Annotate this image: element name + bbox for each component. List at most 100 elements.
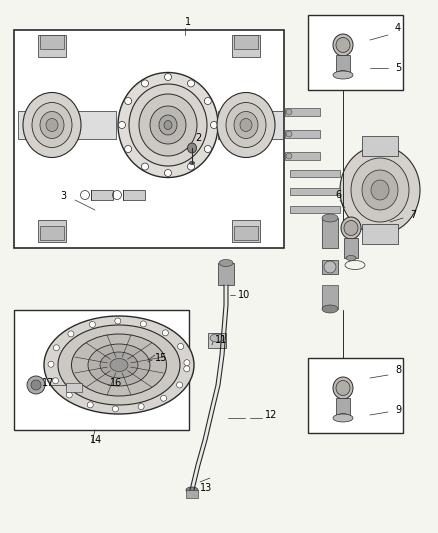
Circle shape	[119, 122, 126, 128]
Ellipse shape	[333, 414, 353, 422]
Bar	[218, 111, 283, 139]
Bar	[38, 220, 66, 242]
Circle shape	[177, 382, 183, 388]
Ellipse shape	[234, 111, 258, 139]
Bar	[290, 188, 340, 195]
Ellipse shape	[23, 93, 81, 157]
Circle shape	[68, 331, 74, 337]
Bar	[14, 310, 189, 430]
Ellipse shape	[333, 71, 353, 79]
Bar	[18, 111, 116, 139]
Ellipse shape	[129, 84, 207, 166]
Bar	[38, 35, 66, 57]
Circle shape	[205, 98, 212, 104]
Circle shape	[141, 80, 148, 87]
Circle shape	[161, 395, 166, 401]
Circle shape	[187, 163, 194, 170]
Circle shape	[286, 153, 292, 159]
Ellipse shape	[322, 305, 338, 313]
Text: 4: 4	[395, 23, 401, 33]
Bar	[344, 238, 358, 258]
Bar	[40, 226, 64, 240]
Ellipse shape	[340, 146, 420, 234]
Bar	[218, 263, 234, 285]
Circle shape	[53, 378, 59, 384]
Circle shape	[184, 366, 190, 372]
Circle shape	[31, 380, 41, 390]
Circle shape	[211, 122, 218, 128]
Text: 2: 2	[195, 133, 201, 143]
Text: 1: 1	[185, 17, 191, 27]
Ellipse shape	[46, 118, 58, 132]
Circle shape	[89, 321, 95, 327]
Bar	[234, 35, 258, 49]
Bar	[285, 130, 320, 138]
Text: 3: 3	[60, 191, 66, 201]
Circle shape	[205, 146, 212, 152]
Ellipse shape	[139, 94, 197, 156]
Circle shape	[53, 345, 60, 351]
Circle shape	[286, 109, 292, 115]
Circle shape	[187, 80, 194, 87]
Circle shape	[115, 318, 121, 324]
Text: 11: 11	[215, 335, 227, 345]
Bar	[232, 35, 260, 57]
Bar	[322, 285, 338, 309]
Bar	[285, 152, 320, 160]
Bar	[186, 490, 198, 498]
Ellipse shape	[324, 261, 336, 273]
Ellipse shape	[336, 37, 350, 52]
Circle shape	[113, 406, 118, 412]
Text: 17: 17	[42, 378, 54, 388]
Ellipse shape	[219, 260, 233, 266]
Bar	[322, 260, 338, 274]
Circle shape	[48, 361, 54, 367]
Ellipse shape	[164, 120, 172, 130]
Ellipse shape	[338, 70, 348, 76]
Bar	[290, 170, 340, 177]
Circle shape	[87, 402, 93, 408]
Circle shape	[125, 98, 132, 104]
Polygon shape	[190, 285, 228, 490]
Text: 8: 8	[395, 365, 401, 375]
Ellipse shape	[190, 161, 194, 165]
Ellipse shape	[187, 143, 197, 153]
Text: 10: 10	[238, 290, 250, 300]
Bar	[322, 218, 338, 248]
Bar	[308, 358, 403, 433]
Ellipse shape	[71, 334, 166, 396]
Circle shape	[141, 163, 148, 170]
Ellipse shape	[322, 214, 338, 222]
Circle shape	[184, 360, 190, 366]
Ellipse shape	[336, 381, 350, 395]
Bar	[40, 35, 64, 49]
Ellipse shape	[338, 414, 348, 418]
Bar	[308, 15, 403, 90]
Text: 7: 7	[410, 210, 416, 220]
Bar	[290, 206, 340, 213]
Ellipse shape	[88, 344, 150, 386]
Ellipse shape	[341, 217, 361, 239]
Circle shape	[178, 343, 184, 350]
Circle shape	[66, 392, 72, 398]
Ellipse shape	[186, 487, 198, 493]
Bar	[91, 190, 113, 200]
Bar	[123, 190, 145, 200]
Ellipse shape	[226, 102, 266, 148]
Bar	[336, 55, 350, 75]
Text: 13: 13	[200, 483, 212, 493]
Bar	[66, 383, 82, 392]
Text: 6: 6	[335, 190, 341, 200]
Bar	[362, 136, 398, 156]
Circle shape	[165, 169, 172, 176]
Text: 14: 14	[90, 435, 102, 445]
Ellipse shape	[362, 170, 398, 210]
Ellipse shape	[217, 93, 275, 157]
Ellipse shape	[110, 359, 128, 372]
Circle shape	[125, 146, 132, 152]
Circle shape	[165, 74, 172, 80]
Ellipse shape	[159, 115, 177, 135]
Circle shape	[27, 376, 45, 394]
Bar	[362, 224, 398, 244]
Ellipse shape	[346, 255, 356, 261]
